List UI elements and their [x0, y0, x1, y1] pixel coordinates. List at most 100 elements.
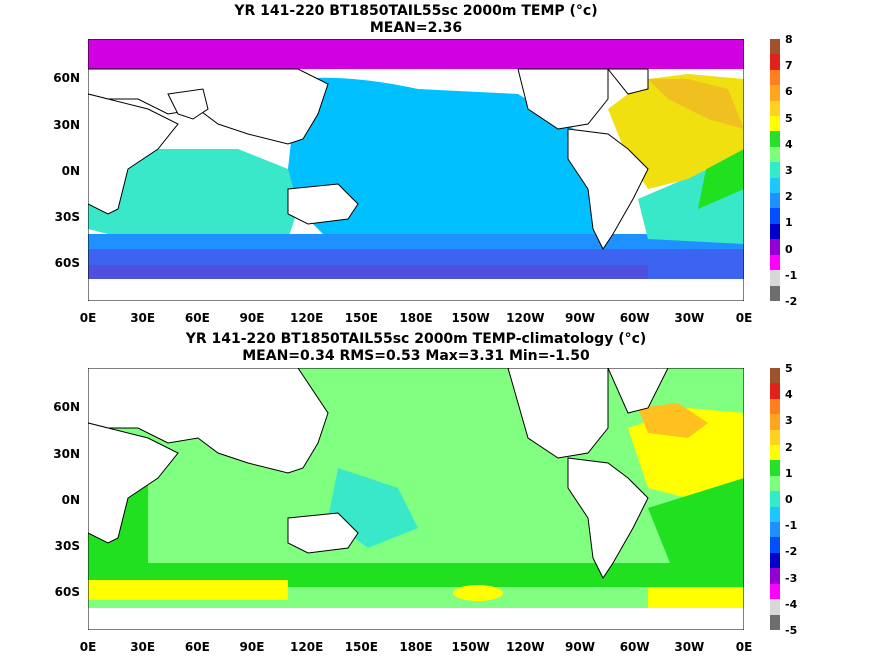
- panel1-lon-label: 120E: [290, 311, 324, 325]
- panel2-south-america: [567, 457, 649, 579]
- colorbar-label: -5: [785, 624, 798, 637]
- panel2-greenland: [607, 368, 669, 414]
- panel1-mideast: [167, 88, 209, 120]
- colorbar-label: 1: [785, 216, 793, 230]
- panel2-lon-label: 150W: [451, 640, 490, 654]
- panel2-landmasses: [88, 368, 669, 579]
- colorbar-label: 0: [785, 242, 793, 256]
- colorbar-segment: [770, 116, 780, 132]
- panel2-colorbar: [770, 368, 780, 630]
- colorbar-segment: [770, 239, 780, 255]
- panel1-lat-label: 30N: [53, 118, 80, 132]
- panel1-greenland: [606, 68, 649, 95]
- colorbar-label: 7: [785, 59, 793, 73]
- panel1-lon-label: 30W: [674, 311, 705, 325]
- colorbar-segment: [770, 208, 780, 224]
- colorbar-label: -1: [785, 519, 798, 533]
- panel1-lon-label: 30E: [130, 311, 156, 325]
- colorbar-label: 4: [785, 137, 793, 151]
- colorbar-label: 3: [785, 414, 793, 428]
- panel1-australia: [287, 183, 359, 225]
- panel2-africa: [88, 422, 179, 544]
- colorbar-label: 8: [785, 33, 793, 46]
- panel1-map-svg: [88, 39, 744, 301]
- colorbar-label: -2: [785, 545, 798, 559]
- colorbar-segment: [770, 398, 780, 415]
- colorbar-segment: [770, 69, 780, 86]
- panel1-pacific-field: [288, 77, 608, 254]
- panel2-lon-label: 0E: [735, 640, 753, 654]
- panel1-title-line2: MEAN=2.36: [369, 20, 463, 36]
- colorbar-label: 2: [785, 190, 793, 204]
- panel1-lat-label: 0N: [61, 164, 80, 178]
- colorbar-segment: [770, 614, 780, 630]
- colorbar-segment: [770, 146, 780, 163]
- panel2-lon-label: 30W: [674, 640, 705, 654]
- panel2-lon-label: 120E: [290, 640, 324, 654]
- panel1-southern-band2: [88, 249, 744, 267]
- panel2-north-america: [507, 368, 609, 459]
- panel1-southern-band1: [88, 234, 744, 252]
- colorbar-label: 4: [785, 388, 793, 402]
- panel1-lon-label: 90E: [239, 311, 265, 325]
- colorbar-label: 2: [785, 440, 793, 454]
- panel1-eurasia: [88, 68, 329, 145]
- panel1-lon-label: 150W: [451, 311, 490, 325]
- colorbar-label: 0: [785, 493, 793, 506]
- colorbar-label: 5: [785, 111, 793, 125]
- panel2-australia: [287, 512, 359, 554]
- colorbar-segment: [770, 537, 780, 553]
- panel2-lat-label: 0N: [61, 493, 80, 507]
- colorbar-segment: [770, 177, 780, 194]
- panel1-southern-band3: [88, 265, 744, 279]
- colorbar-segment: [770, 429, 780, 446]
- colorbar-segment: [770, 100, 780, 117]
- panel1-lon-label: 60W: [619, 311, 650, 325]
- colorbar-segment: [770, 270, 780, 286]
- panel1-indian-field: [88, 149, 298, 244]
- colorbar-segment: [770, 506, 780, 523]
- panel1-lat-label: 30S: [54, 210, 80, 224]
- panel1-africa: [88, 93, 179, 215]
- panel2-lon-label: 60W: [619, 640, 650, 654]
- colorbar-segment: [770, 414, 780, 430]
- colorbar-segment: [770, 475, 780, 492]
- panel2-southern-yellow-field: [88, 580, 288, 600]
- colorbar-segment: [770, 223, 780, 240]
- colorbar-label: -2: [785, 295, 798, 308]
- panel1-lon-label: 60E: [184, 311, 210, 325]
- panel1-landmasses: [88, 68, 649, 250]
- panel2-eurasia: [88, 368, 329, 474]
- panel2-lon-label: 90W: [565, 640, 595, 654]
- panel1-south-america: [567, 128, 649, 250]
- colorbar-segment: [770, 285, 780, 301]
- panel2-lon-label: 150E: [344, 640, 378, 654]
- colorbar-segment: [770, 39, 780, 55]
- panel1-lat-label: 60S: [54, 256, 80, 270]
- panel2-lon-label: 30E: [130, 640, 156, 654]
- panel2-lon-label: 0E: [79, 640, 97, 654]
- panel1-lon-label: 120W: [506, 311, 545, 325]
- panel2-lat-label: 60N: [53, 400, 80, 414]
- colorbar-label: -1: [785, 268, 798, 282]
- panel2-map: [88, 368, 744, 630]
- panel1-colorbar: [770, 39, 780, 301]
- colorbar-segment: [770, 254, 780, 271]
- panel2-lon-label: 90E: [239, 640, 265, 654]
- panel2-title-line2: MEAN=0.34 RMS=0.53 Max=3.31 Min=-1.50: [242, 348, 590, 364]
- colorbar-label: 6: [785, 85, 793, 99]
- panel1-lon-label: 180E: [399, 311, 433, 325]
- colorbar-segment: [770, 85, 780, 101]
- panel2-lat-label: 60S: [54, 585, 80, 599]
- colorbar-segment: [770, 162, 780, 178]
- colorbar-segment: [770, 445, 780, 461]
- colorbar-segment: [770, 193, 780, 209]
- panel2-title-line1: YR 141-220 BT1850TAIL55sc 2000m TEMP-cli…: [185, 331, 647, 347]
- colorbar-label: 3: [785, 164, 793, 177]
- colorbar-label: -4: [785, 597, 798, 611]
- panel1-lon-label: 0E: [79, 311, 97, 325]
- colorbar-segment: [770, 54, 780, 70]
- panel1-lon-label: 0E: [735, 311, 753, 325]
- panel2-lon-label: 60E: [184, 640, 210, 654]
- colorbar-segment: [770, 568, 780, 584]
